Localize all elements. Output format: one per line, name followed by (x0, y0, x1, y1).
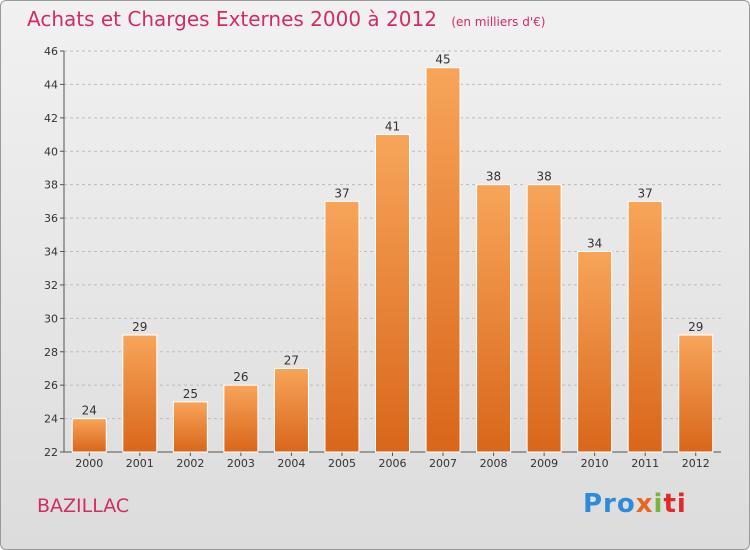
y-tick-label: 22 (44, 446, 58, 459)
bar-2011 (627, 200, 663, 453)
bar-2004 (273, 367, 309, 453)
value-label-2000: 24 (82, 404, 97, 418)
y-tick-label: 46 (44, 45, 58, 58)
bar-2006 (375, 134, 410, 453)
bar-2007 (425, 67, 461, 453)
y-tick-label: 38 (44, 179, 58, 192)
value-label-2007: 45 (435, 53, 450, 67)
x-tick-label: 2011 (631, 457, 659, 470)
chart-unit-note: (en milliers d'€) (451, 15, 546, 29)
y-tick-label: 24 (44, 413, 58, 426)
x-tick-label: 2012 (682, 457, 710, 470)
x-tick-label: 2000 (75, 457, 103, 470)
value-label-2011: 37 (638, 186, 653, 200)
value-label-2010: 34 (587, 237, 602, 251)
x-tick-label: 2010 (581, 457, 609, 470)
value-label-2006: 41 (385, 120, 400, 134)
x-tick-label: 2001 (126, 457, 154, 470)
y-tick-label: 32 (44, 279, 58, 292)
y-tick-label: 30 (44, 312, 58, 325)
chart-title: Achats et Charges Externes 2000 à 2012 (… (27, 7, 545, 31)
y-tick-label: 36 (44, 212, 58, 225)
y-tick-label: 34 (44, 246, 58, 259)
proxiti-logo: Proxiti (583, 489, 687, 519)
x-tick-label: 2006 (379, 457, 407, 470)
x-tick-label: 2007 (429, 457, 457, 470)
bar-2012 (678, 334, 714, 453)
bar-2003 (223, 384, 259, 453)
bar-2000 (71, 418, 107, 453)
y-tick-label: 42 (44, 112, 58, 125)
value-label-2005: 37 (334, 186, 349, 200)
chart-title-text: Achats et Charges Externes 2000 à 2012 (27, 7, 437, 31)
bar-2008 (476, 184, 512, 453)
x-tick-label: 2009 (530, 457, 558, 470)
value-label-2009: 38 (536, 170, 551, 184)
x-tick-label: 2005 (328, 457, 356, 470)
x-tick-label: 2002 (176, 457, 204, 470)
x-tick-label: 2008 (480, 457, 508, 470)
bar-2010 (577, 251, 613, 453)
bar-2009 (526, 184, 562, 453)
bar-2005 (324, 200, 360, 453)
x-tick-label: 2003 (227, 457, 255, 470)
value-label-2008: 38 (486, 170, 501, 184)
y-tick-label: 26 (44, 379, 58, 392)
bar-2002 (172, 401, 208, 453)
value-label-2002: 25 (183, 387, 198, 401)
x-tick-label: 2004 (277, 457, 305, 470)
value-labels: 24 29 25 26 27 37 41 45 38 38 34 37 29 (82, 53, 704, 418)
y-tick-label: 44 (44, 78, 58, 91)
y-tick-label: 40 (44, 145, 58, 158)
y-tick-label: 28 (44, 346, 58, 359)
value-label-2003: 26 (233, 370, 248, 384)
value-label-2001: 29 (132, 320, 147, 334)
bar-2001 (122, 334, 158, 453)
value-label-2012: 29 (688, 320, 703, 334)
value-label-2004: 27 (284, 353, 299, 367)
bars (71, 67, 714, 453)
commune-name: BAZILLAC (37, 495, 130, 517)
